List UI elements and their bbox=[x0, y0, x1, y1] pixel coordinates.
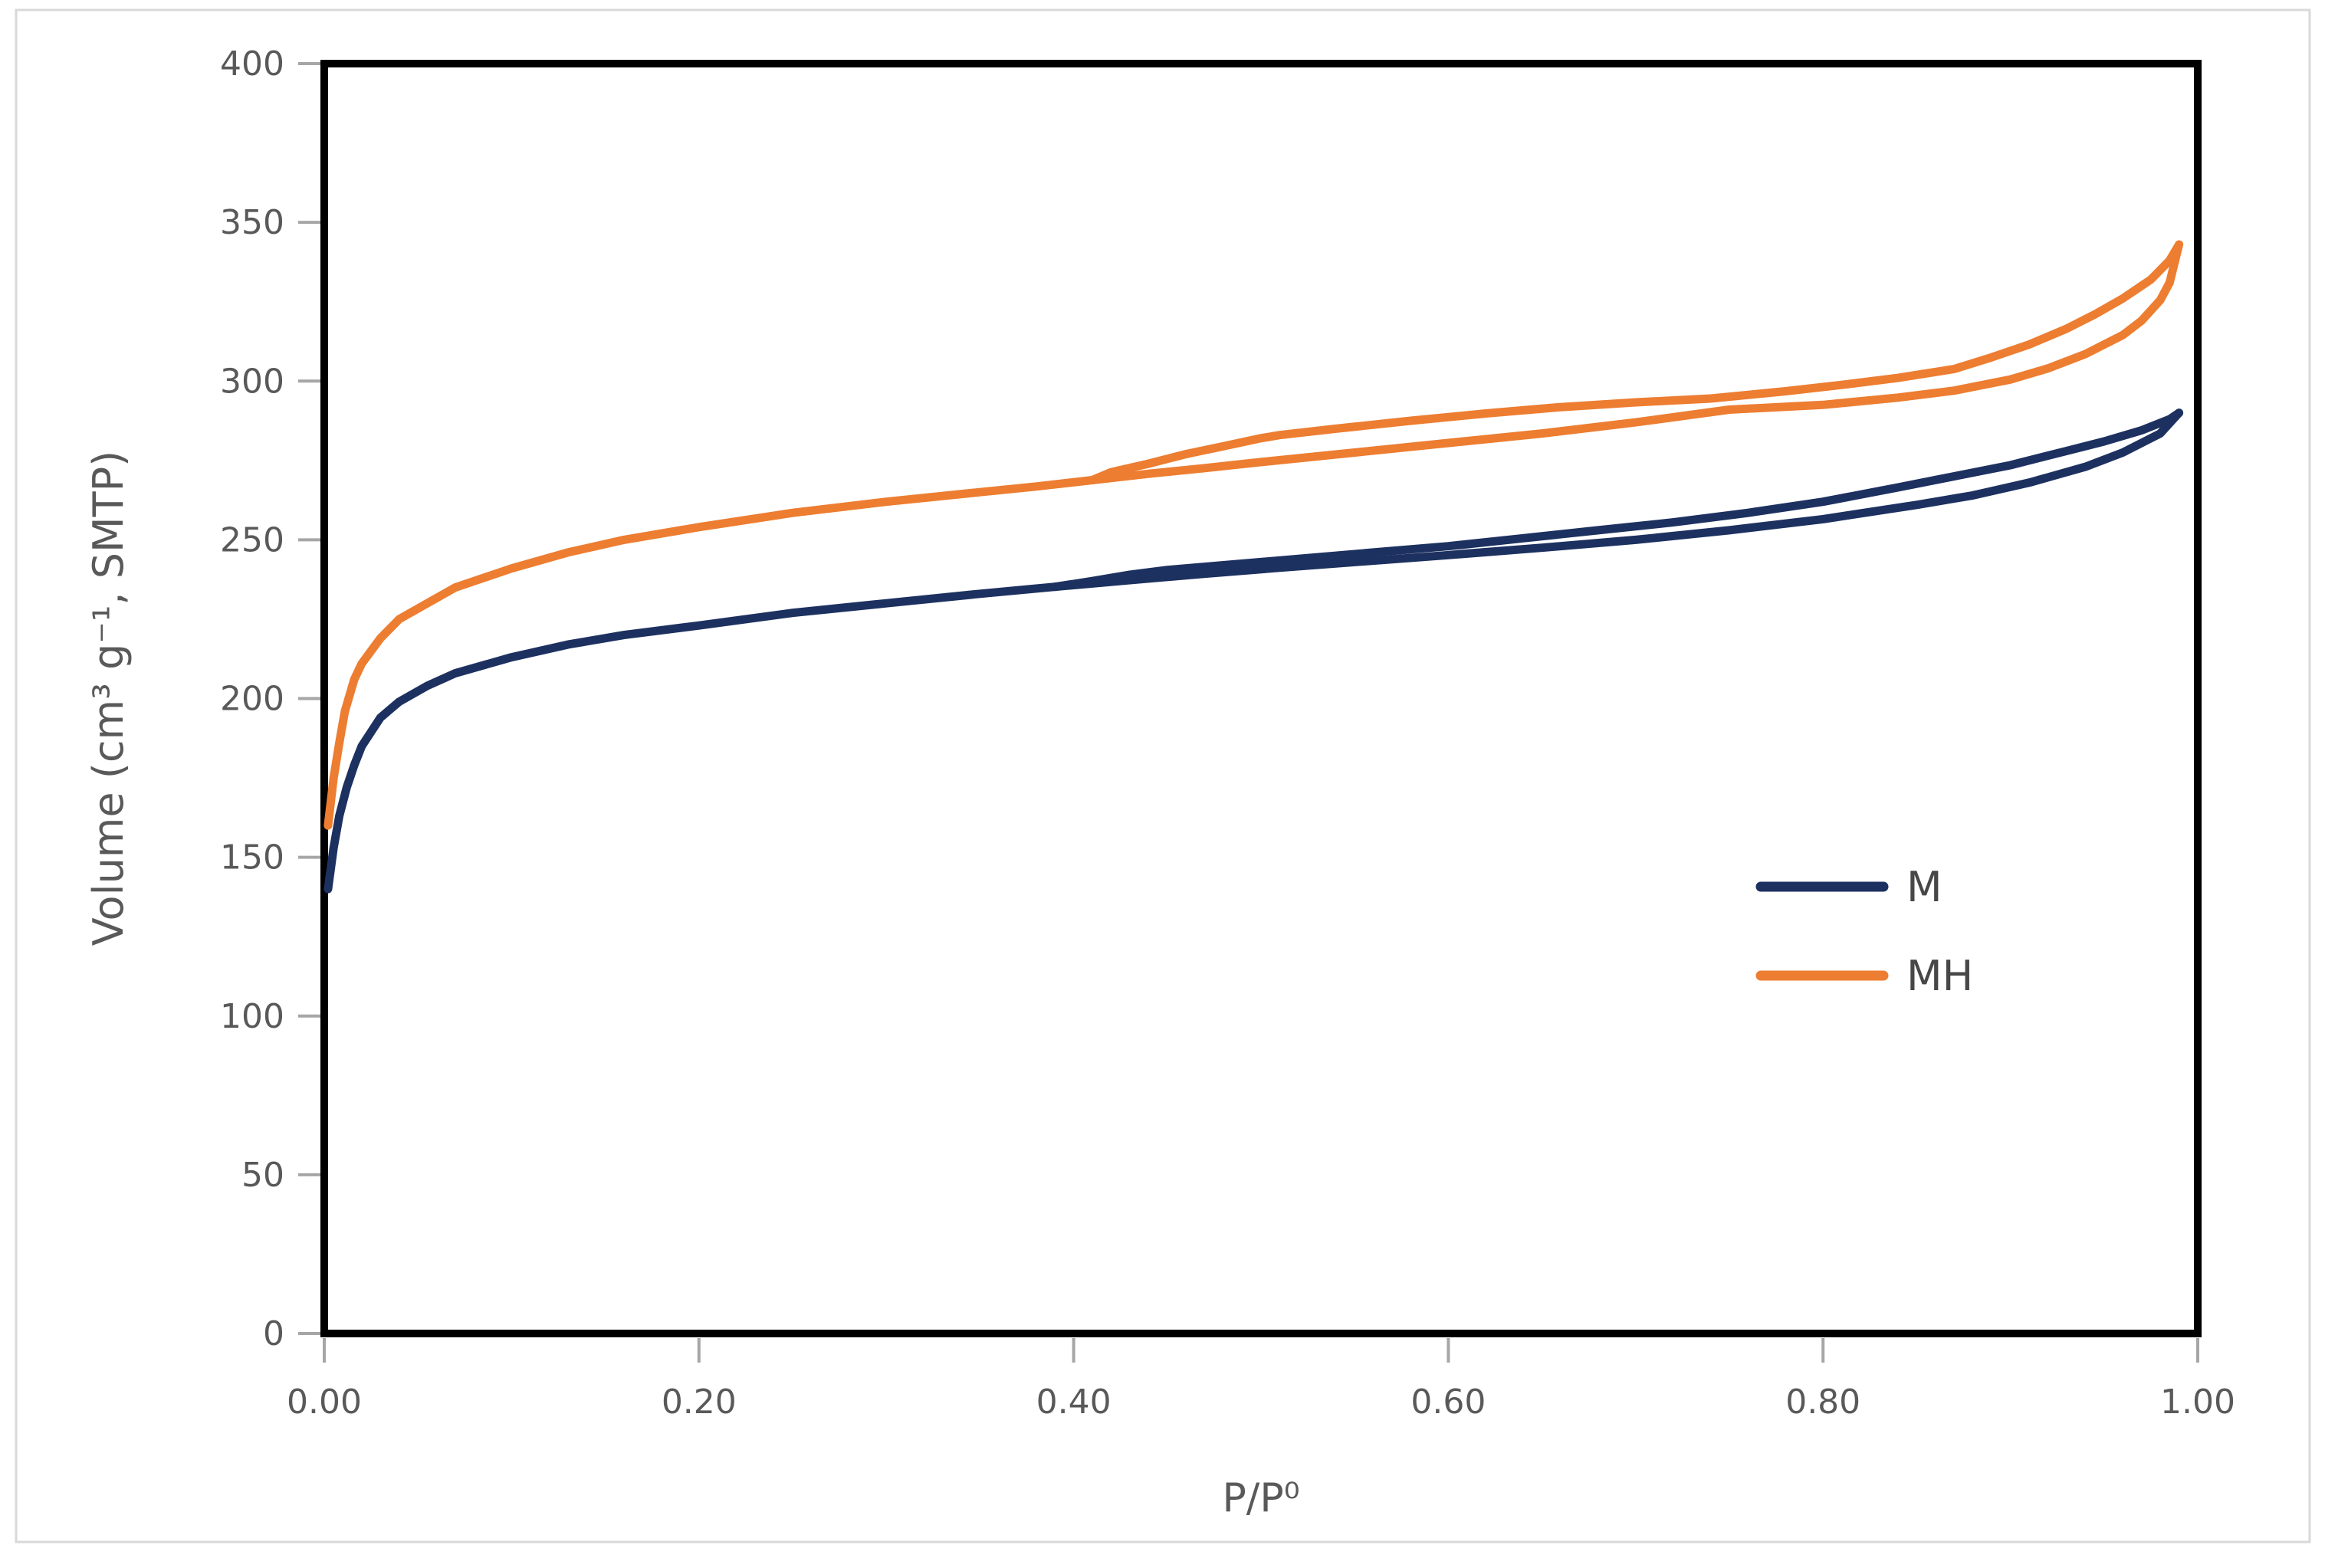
x-tick-label-0.80: 0.80 bbox=[1785, 1383, 1860, 1422]
figure-frame bbox=[15, 8, 2311, 1543]
y-tick-label-350: 350 bbox=[220, 203, 284, 242]
y-tick-label-250: 250 bbox=[220, 520, 284, 559]
x-axis-title: P/P⁰ bbox=[1222, 1475, 1299, 1521]
series-MH-adsorption-line bbox=[323, 240, 2184, 830]
legend-label-MH: MH bbox=[1906, 952, 1973, 1000]
y-tick-label-200: 200 bbox=[220, 680, 284, 719]
y-tick-label-150: 150 bbox=[220, 838, 284, 877]
x-tick-label-0.60: 0.60 bbox=[1410, 1383, 1486, 1422]
x-tick-label-1.00: 1.00 bbox=[2160, 1383, 2235, 1422]
y-tick-label-100: 100 bbox=[220, 997, 284, 1036]
x-tick-label-0.00: 0.00 bbox=[287, 1383, 362, 1422]
tick-marks bbox=[298, 62, 2199, 1363]
legend: M MH bbox=[1755, 863, 1973, 1000]
x-tick-label-0.20: 0.20 bbox=[662, 1383, 737, 1422]
y-tick-label-50: 50 bbox=[241, 1156, 284, 1195]
y-tick-label-300: 300 bbox=[220, 362, 284, 401]
x-tick-label-0.40: 0.40 bbox=[1036, 1383, 1112, 1422]
y-tick-label-0: 0 bbox=[263, 1314, 284, 1353]
series-M-desorption-line bbox=[1050, 408, 2184, 592]
series-M-adsorption-line bbox=[323, 408, 2184, 894]
series-MH-desorption-line bbox=[1088, 240, 2184, 484]
y-tick-label-400: 400 bbox=[220, 44, 284, 84]
y-axis-title: Volume (cm³ g⁻¹, SMTP) bbox=[84, 451, 133, 946]
series-lines bbox=[323, 240, 2184, 894]
legend-label-M: M bbox=[1906, 863, 1942, 911]
tick-labels: 0 50 100 150 200 250 300 350 400 0.00 0.20 0.40 0.60… bbox=[220, 44, 2235, 1422]
plot-area-box bbox=[320, 60, 2202, 1337]
